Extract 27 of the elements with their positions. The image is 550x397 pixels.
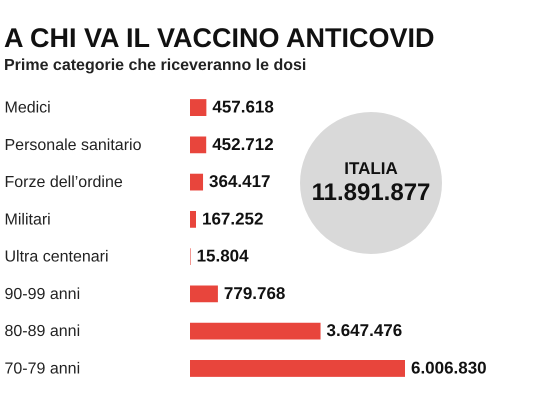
bar: [190, 174, 204, 190]
y-tick-label: Medici: [4, 100, 51, 117]
y-tick-label: Ultra centenari: [4, 248, 109, 266]
data-label: 779.768: [224, 284, 286, 303]
y-tick-label: Personale sanitario: [4, 136, 142, 154]
y-tick-label: Forze dell’ordine: [4, 174, 123, 192]
data-label: 457.618: [212, 98, 274, 117]
y-tick-label: 80-89 anni: [4, 323, 80, 340]
bar: [190, 99, 206, 116]
y-tick-label: Militari: [4, 211, 51, 228]
chart-subtitle: Prime categorie che riceveranno le dosi: [4, 57, 306, 74]
data-label: 6.006.830: [411, 358, 487, 378]
y-tick-label: 70-79 anni: [4, 360, 80, 378]
data-label: 452.712: [212, 134, 274, 154]
data-label: 15.804: [196, 246, 250, 266]
annotation: 11.891.877: [312, 179, 430, 207]
data-label: 3.647.476: [326, 321, 402, 340]
bar: [190, 360, 405, 377]
bar: [190, 286, 218, 302]
annotation: ITALIA: [344, 159, 398, 179]
chart-title: A CHI VA IL VACCINO ANTICOVID: [4, 23, 435, 53]
bar: [190, 322, 321, 340]
bar: [190, 136, 206, 154]
data-label: 364.417: [209, 172, 270, 192]
y-tick-label: 90-99 anni: [4, 286, 80, 303]
bar: [190, 210, 196, 228]
data-label: 167.252: [202, 209, 264, 228]
